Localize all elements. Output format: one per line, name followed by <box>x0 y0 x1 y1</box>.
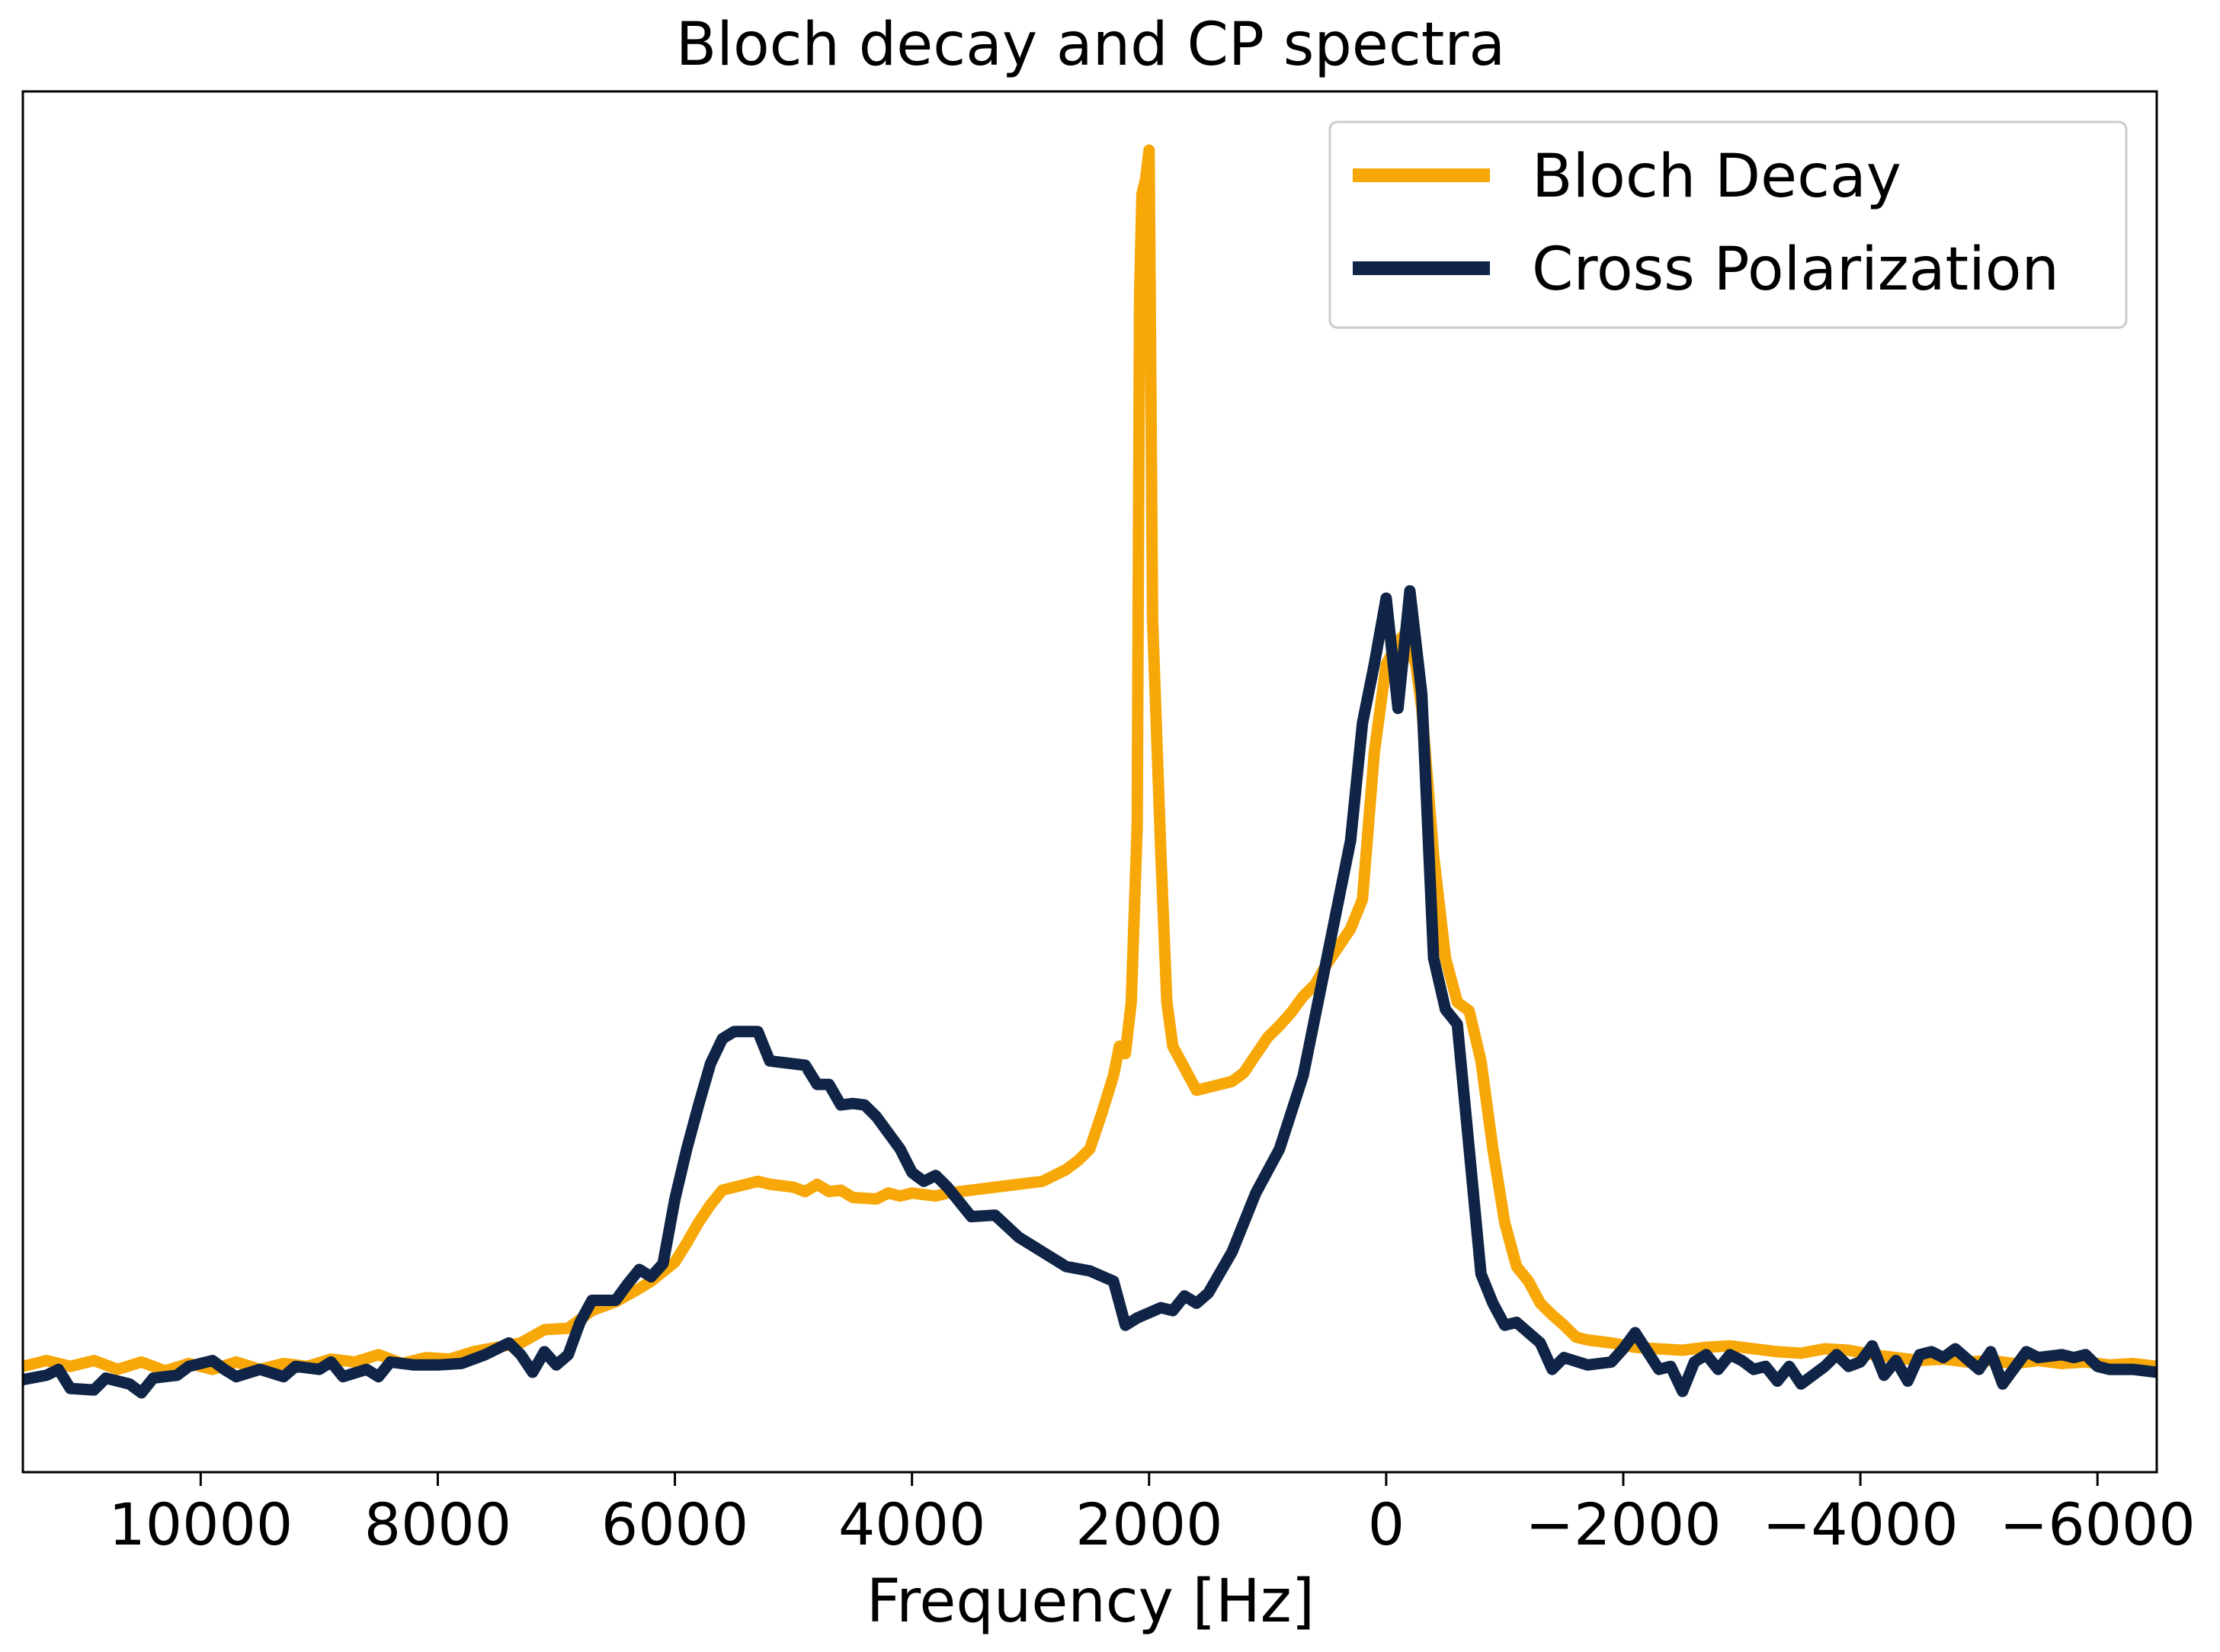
x-axis: 10000 8000 6000 4000 2000 0 −2000 −4000 −6000 <box>108 1472 2196 1558</box>
x-tick-label: 10000 <box>108 1490 293 1558</box>
legend-label-cross-polarization: Cross Polarization <box>1532 235 2059 304</box>
x-axis-label: Frequency [Hz] <box>867 1567 1315 1636</box>
x-tick-label: −6000 <box>2000 1490 2196 1558</box>
series-layer <box>23 144 2157 1399</box>
x-tick-label: 6000 <box>601 1490 748 1558</box>
chart-title: Bloch decay and CP spectra <box>676 11 1505 79</box>
legend-box <box>1328 120 2128 329</box>
x-tick-label: 4000 <box>838 1490 985 1558</box>
x-tick-label: −2000 <box>1525 1490 1721 1558</box>
x-tick-label: 2000 <box>1075 1490 1222 1558</box>
series-line-cross-polarization <box>23 584 2157 1399</box>
legend-label-bloch-decay: Bloch Decay <box>1532 142 1901 211</box>
plot-frame <box>21 90 2158 1474</box>
legend: Bloch Decay Cross Polarization <box>1328 120 2128 329</box>
x-tick-label: 8000 <box>364 1490 511 1558</box>
x-tick-label: 0 <box>1368 1490 1405 1558</box>
x-tick-label: −4000 <box>1763 1490 1959 1558</box>
series-line-bloch-decay <box>23 144 2157 1377</box>
